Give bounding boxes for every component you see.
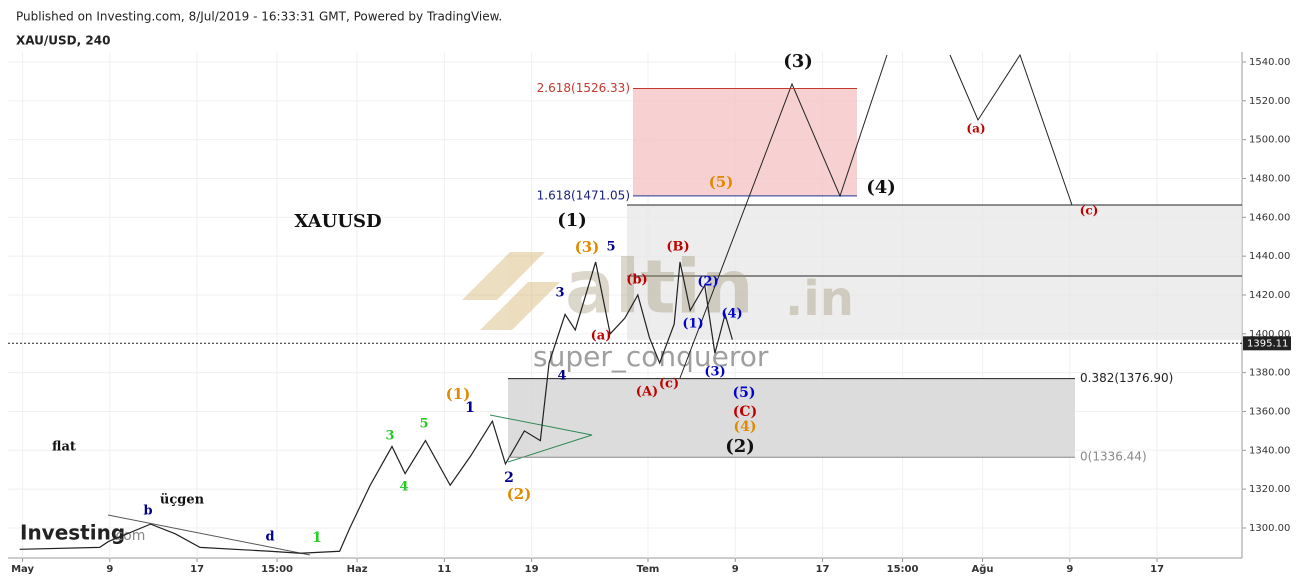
- logo-text: Investing: [20, 521, 125, 545]
- wave-label: (3): [704, 365, 725, 380]
- watermark: altin .in: [462, 245, 854, 331]
- y-tick-label: 1400.00: [1249, 329, 1290, 340]
- wave-label: (a): [966, 122, 985, 136]
- trend-line: [107, 514, 311, 556]
- projection-line: [679, 54, 888, 379]
- fib-label: 1.618(1471.05): [537, 188, 630, 202]
- wave-label: 5: [419, 417, 428, 432]
- y-tick-label: 1480.00: [1249, 173, 1290, 184]
- x-tick-label: 15:00: [261, 564, 293, 575]
- x-tick-label: 17: [1150, 564, 1164, 575]
- triangle-line: [489, 414, 593, 463]
- wave-label: (4): [866, 177, 896, 198]
- wave-label: (3): [783, 51, 813, 72]
- wave-label: 2: [504, 470, 514, 486]
- wave-label: (1): [557, 210, 587, 231]
- x-tick-label: 17: [190, 564, 204, 575]
- last-price-label: 1395.11: [1247, 338, 1288, 349]
- price-line: [19, 261, 733, 554]
- wave-label: d: [265, 530, 274, 545]
- y-tick-label: 1540.00: [1249, 57, 1290, 68]
- y-tick-label: 1500.00: [1249, 135, 1290, 146]
- wave-label: 4: [557, 369, 566, 384]
- x-tick-label: May: [11, 564, 34, 575]
- y-tick-label: 1320.00: [1249, 484, 1290, 495]
- y-tick-label: 1380.00: [1249, 368, 1290, 379]
- wave-label: (c): [1080, 204, 1099, 218]
- wave-label: (2): [697, 275, 718, 290]
- y-tick-label: 1440.00: [1249, 251, 1290, 262]
- x-tick-label: 11: [437, 564, 451, 575]
- wave-label: (1): [446, 385, 471, 403]
- projection-line: [949, 53, 1073, 206]
- logo: Investing .com: [20, 521, 145, 545]
- x-tick-label: 9: [106, 564, 113, 575]
- fib-label: 2.618(1526.33): [537, 81, 630, 95]
- y-tick-label: 1300.00: [1249, 523, 1290, 534]
- support-zone: [508, 378, 1075, 457]
- wave-label: 5: [606, 240, 615, 255]
- wave-label: 4: [399, 480, 408, 495]
- watermark-logo: [462, 252, 560, 330]
- x-tick-label: 17: [816, 564, 830, 575]
- wave-label: (4): [734, 419, 757, 435]
- fib-label: 0.382(1376.90): [1080, 371, 1173, 385]
- y-tick-label: 1340.00: [1249, 445, 1290, 456]
- y-tick-label: 1420.00: [1249, 290, 1290, 301]
- resistance-zone: [627, 205, 1242, 340]
- wave-label: (3): [575, 238, 600, 256]
- watermark-author: super_conqueror: [533, 340, 769, 373]
- wave-label: (4): [721, 307, 742, 322]
- wave-label: (B): [666, 240, 689, 255]
- wave-label: 3: [385, 429, 394, 444]
- wave-label: (a): [591, 329, 612, 344]
- x-tick-label: 9: [732, 564, 739, 575]
- x-tick-label: 19: [525, 564, 539, 575]
- watermark-brand: altin: [565, 245, 754, 331]
- header-published: Published on Investing.com, 8/Jul/2019 -…: [16, 10, 502, 24]
- wave-label: b: [143, 504, 152, 519]
- wave-label: 3: [555, 286, 564, 301]
- wave-label: 1: [465, 400, 475, 416]
- wave-label: üçgen: [160, 493, 205, 508]
- x-tick-label: Ağu: [972, 563, 994, 575]
- y-tick-label: 1360.00: [1249, 406, 1290, 417]
- wave-label: (5): [709, 173, 734, 191]
- wave-label: (2): [725, 436, 755, 457]
- x-tick-label: Haz: [347, 564, 368, 575]
- watermark-tld: .in: [785, 271, 854, 327]
- fib-label: 0(1336.44): [1080, 450, 1147, 464]
- logo-suffix: .com: [111, 528, 145, 544]
- target-zone: [633, 88, 857, 195]
- last-price-badge: [1243, 336, 1291, 351]
- header-symbol: XAU/USD, 240: [16, 34, 110, 48]
- x-tick-label: 15:00: [887, 564, 919, 575]
- wave-label: (C): [733, 404, 757, 420]
- wave-label: 1: [312, 530, 322, 546]
- y-tick-label: 1460.00: [1249, 212, 1290, 223]
- wave-label: (A): [636, 385, 658, 400]
- wave-label: (5): [733, 385, 756, 401]
- wave-label: XAUUSD: [294, 211, 381, 232]
- x-tick-label: 9: [1066, 564, 1073, 575]
- wave-label: (1): [682, 317, 703, 332]
- wave-label: (c): [659, 377, 679, 392]
- wave-label: flat: [52, 440, 76, 455]
- x-tick-label: Tem: [637, 564, 660, 575]
- wave-label: (2): [507, 485, 532, 503]
- y-tick-label: 1520.00: [1249, 96, 1290, 107]
- wave-label: (b): [626, 273, 647, 288]
